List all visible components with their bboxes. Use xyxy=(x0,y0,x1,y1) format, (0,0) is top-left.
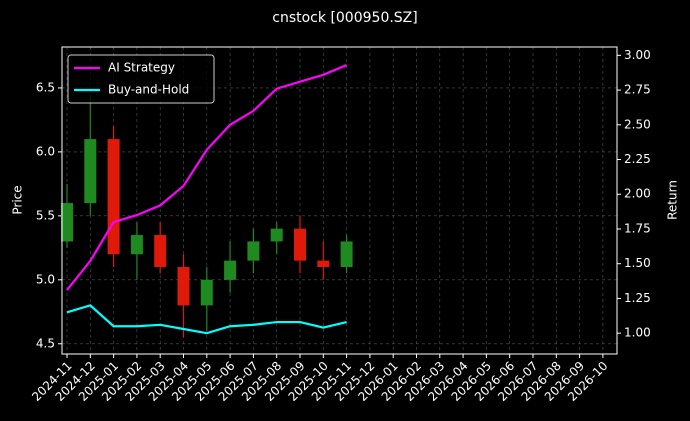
legend-box xyxy=(67,54,215,104)
series-line xyxy=(66,304,347,335)
y2-tick-label: 1.25 xyxy=(624,291,651,305)
candle-body xyxy=(340,241,353,268)
y2-tick-label: 1.50 xyxy=(624,256,651,270)
candle-body xyxy=(61,203,73,242)
candle-body xyxy=(317,260,330,268)
candle-body xyxy=(130,235,143,255)
candle-body xyxy=(270,228,283,242)
y2-tick-label: 2.75 xyxy=(624,83,651,97)
candle-body xyxy=(200,279,213,306)
y2-tick-label: 2.00 xyxy=(624,187,651,201)
chart-title: cnstock [000950.SZ] xyxy=(272,10,417,26)
y-tick-label: 4.5 xyxy=(36,336,55,350)
y2-tick-label: 3.00 xyxy=(624,48,651,62)
candle-body xyxy=(224,260,237,280)
series-line xyxy=(66,64,348,291)
candle-body xyxy=(177,267,190,306)
y-tick-label: 5.5 xyxy=(36,208,55,222)
candle-body xyxy=(107,139,120,255)
plot-frame xyxy=(61,46,618,355)
y2-tick-label: 2.25 xyxy=(624,152,651,166)
candle-body xyxy=(154,235,167,268)
y-axis-label: Price xyxy=(11,185,25,214)
y2-tick-label: 2.50 xyxy=(624,117,651,131)
legend-label: AI Strategy xyxy=(108,61,175,75)
candle-body xyxy=(84,139,97,204)
y2-axis-label: Return xyxy=(666,180,680,220)
y2-tick-label: 1.75 xyxy=(624,221,651,235)
legend-label: Buy-and-Hold xyxy=(108,83,189,97)
y2-tick-label: 1.00 xyxy=(624,326,651,340)
candle-body xyxy=(294,228,306,261)
y-tick-label: 5.0 xyxy=(36,272,55,286)
candle-body xyxy=(247,241,260,261)
y-tick-label: 6.5 xyxy=(36,80,55,94)
y-tick-label: 6.0 xyxy=(36,144,55,158)
